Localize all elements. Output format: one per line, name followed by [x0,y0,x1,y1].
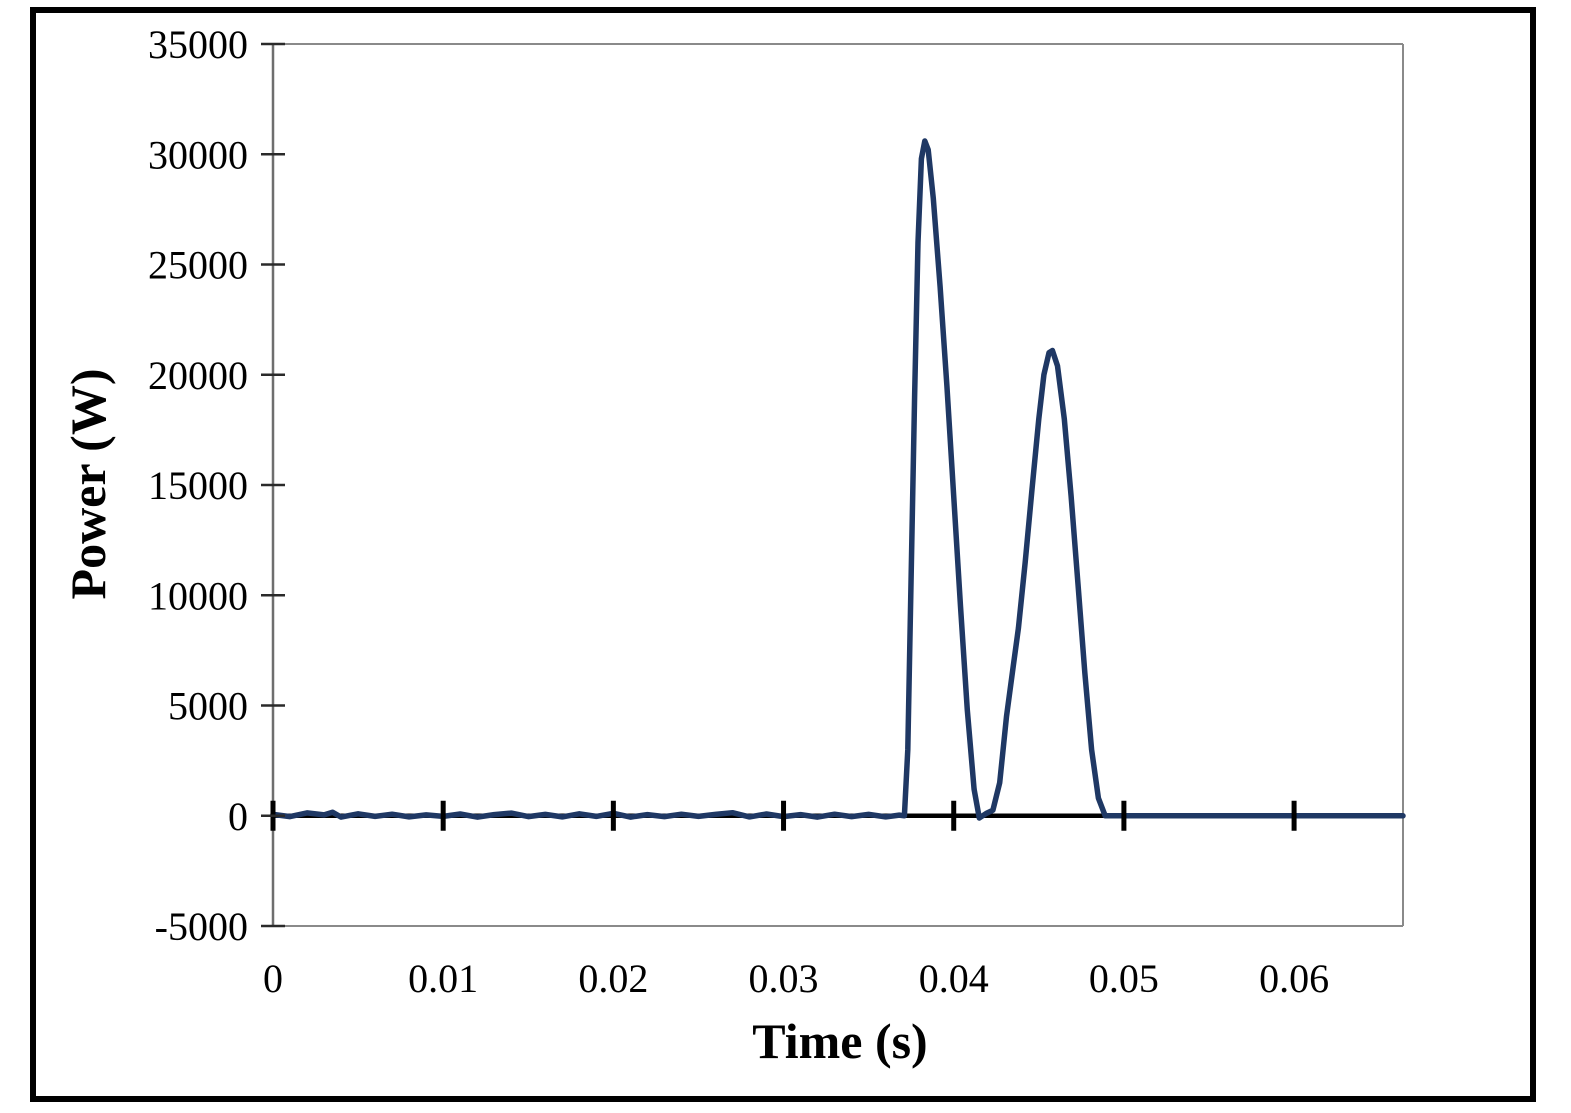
power-line [270,138,1406,821]
x-tick-label: 0.04 [919,956,989,1001]
y-tick-label: 10000 [148,573,248,618]
y-tick-label: 0 [228,794,248,839]
y-tick-label: 25000 [148,243,248,288]
x-axis-title: Time (s) [752,1013,927,1069]
x-tick-label: 0.03 [749,956,819,1001]
axis-ticks [261,42,1297,928]
y-tick-label: 35000 [148,22,248,67]
y-axis-title: Power (W) [60,369,116,600]
x-tick-label: 0.01 [408,956,478,1001]
y-tick-label: 20000 [148,353,248,398]
y-tick-label: 30000 [148,132,248,177]
figure-border [30,7,1536,1102]
x-tick-label: 0.02 [578,956,648,1001]
tick-labels: 0 0.01 0.02 0.03 0.04 0.05 0.06 -5000 0 5000 10000… [148,22,1329,1001]
x-tick-label: 0 [263,956,283,1001]
x-tick-label: 0.06 [1259,956,1329,1001]
y-tick-label: -5000 [155,904,248,949]
data-series [270,138,1406,821]
x-tick-label: 0.05 [1089,956,1159,1001]
y-tick-label: 15000 [148,463,248,508]
plot-frame [271,43,1404,927]
y-tick-label: 5000 [168,684,248,729]
